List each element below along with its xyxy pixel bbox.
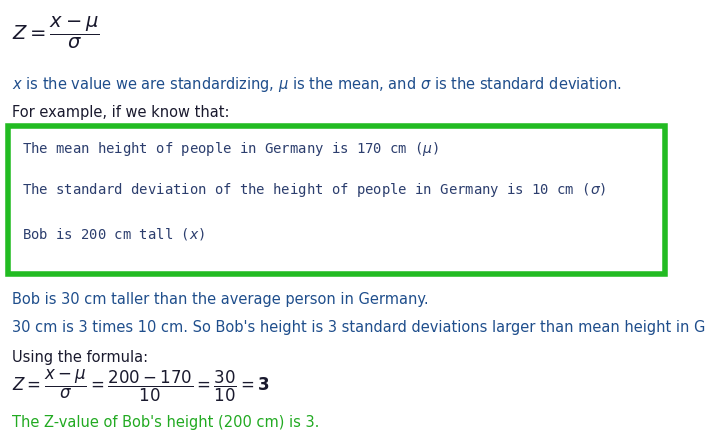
Text: Bob is 30 cm taller than the average person in Germany.: Bob is 30 cm taller than the average per… [12, 292, 429, 307]
Text: Using the formula:: Using the formula: [12, 350, 148, 365]
Text: 30 cm is 3 times 10 cm. So Bob's height is 3 standard deviations larger than mea: 30 cm is 3 times 10 cm. So Bob's height … [12, 320, 706, 335]
Text: $\mathit{Z} = \dfrac{\mathit{x} - \mathit{\mu}}{\mathit{\sigma}} = \dfrac{200 - : $\mathit{Z} = \dfrac{\mathit{x} - \mathi… [12, 368, 270, 404]
Text: The Z-value of Bob's height (200 cm) is 3.: The Z-value of Bob's height (200 cm) is … [12, 415, 319, 430]
Text: The mean height of people in Germany is 170 cm ($\mathit{\mu}$): The mean height of people in Germany is … [22, 140, 439, 158]
Text: The standard deviation of the height of people in Germany is 10 cm ($\mathit{\si: The standard deviation of the height of … [22, 181, 606, 199]
Text: Bob is 200 cm tall ($\mathit{x}$): Bob is 200 cm tall ($\mathit{x}$) [22, 226, 205, 242]
Text: For example, if we know that:: For example, if we know that: [12, 105, 229, 120]
Text: $\mathit{x}$ is the value we are standardizing, $\mathit{\mu}$ is the mean, and : $\mathit{x}$ is the value we are standar… [12, 75, 622, 94]
FancyBboxPatch shape [8, 126, 665, 274]
Text: $\mathit{Z} = \dfrac{\mathit{x} - \mathit{\mu}}{\mathit{\sigma}}$: $\mathit{Z} = \dfrac{\mathit{x} - \mathi… [12, 15, 100, 51]
